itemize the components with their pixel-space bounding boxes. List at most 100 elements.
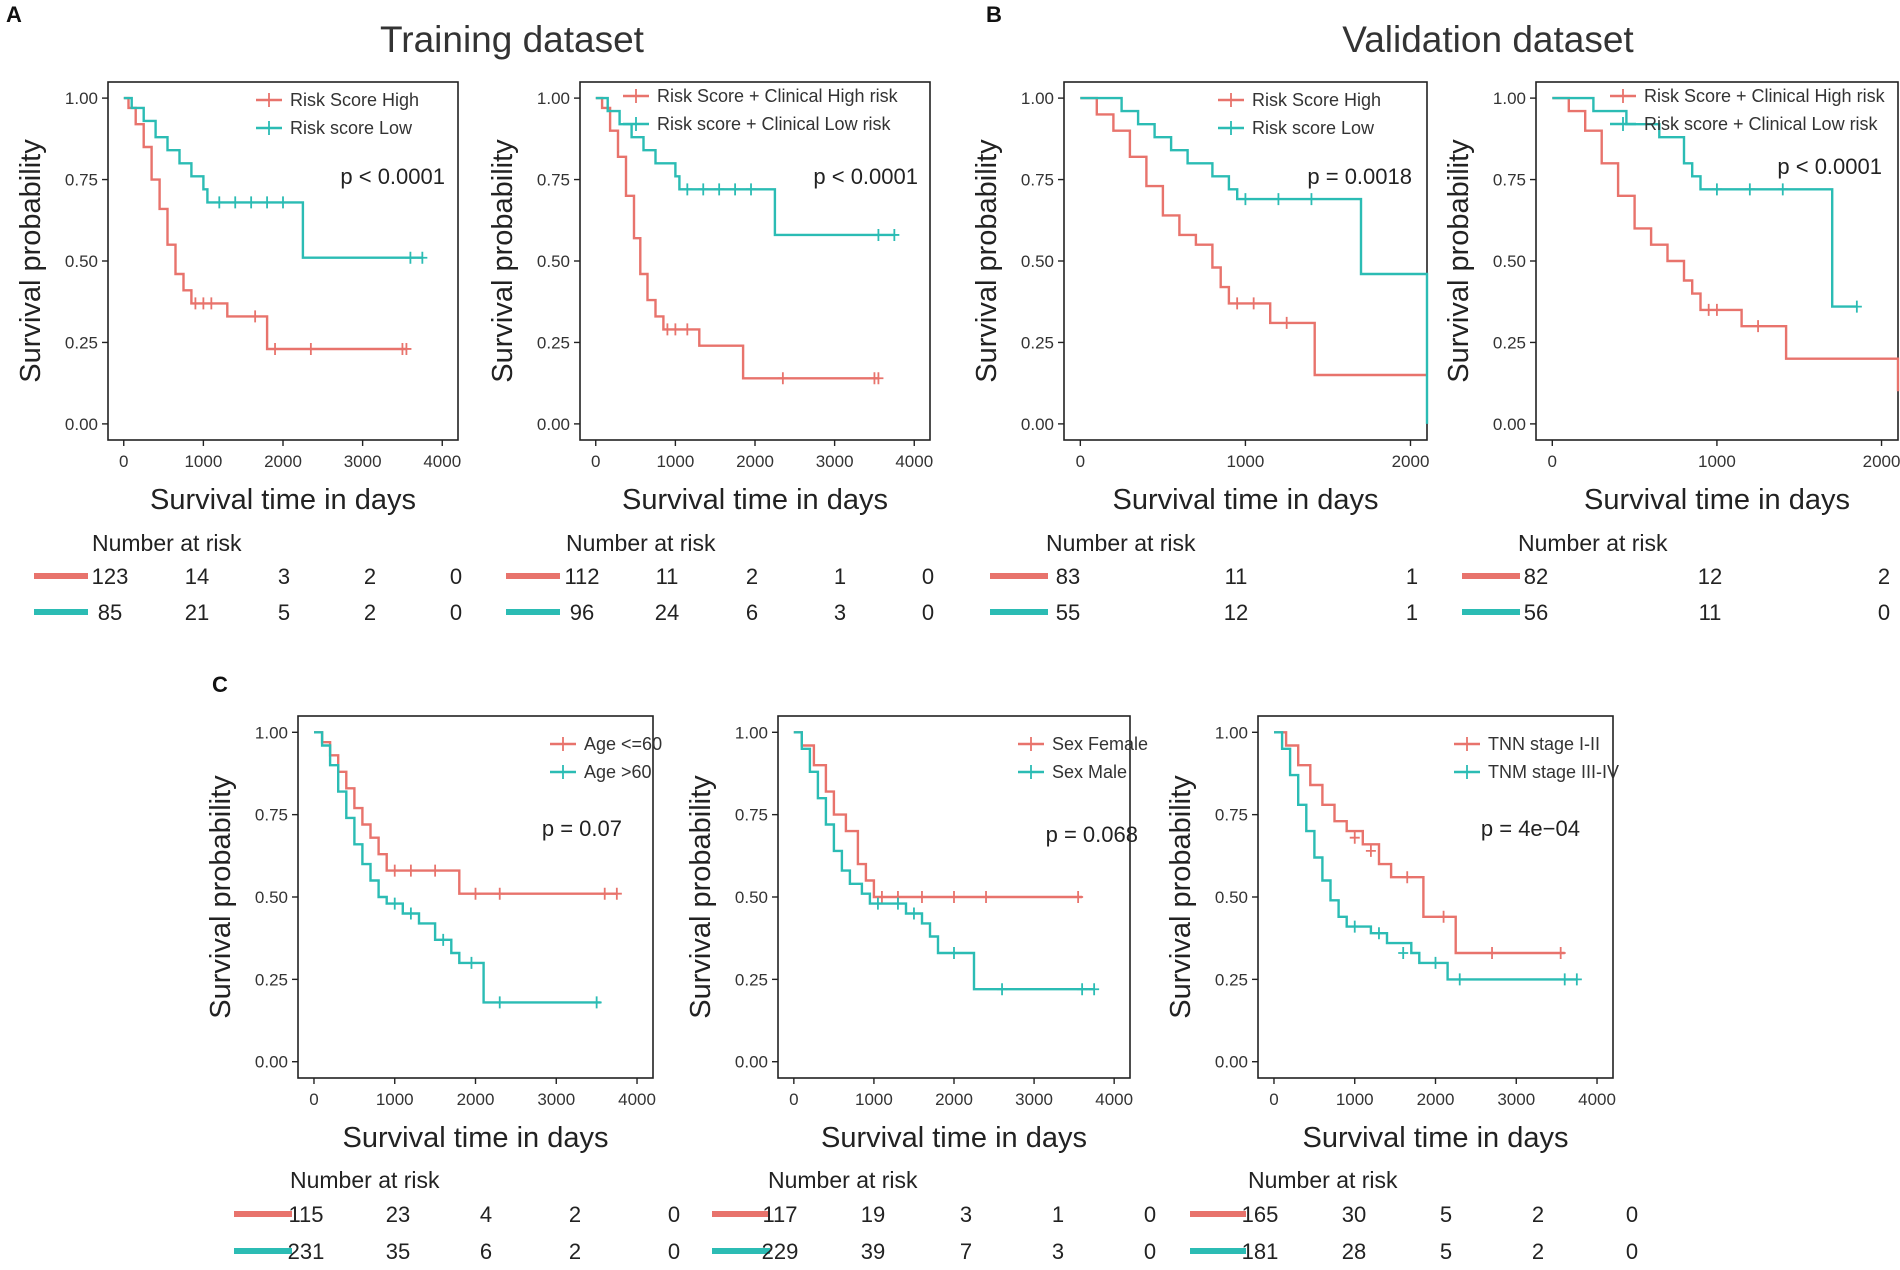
censor-mark (872, 897, 883, 910)
risk-count: 11 (656, 564, 679, 589)
censor-mark (430, 864, 441, 877)
censor-mark (417, 251, 428, 264)
censor-mark (916, 891, 927, 903)
censor-mark (876, 891, 887, 903)
y-tick-label: 1.00 (1021, 89, 1054, 108)
y-tick-label: 0.25 (255, 970, 288, 989)
risk-count: 30 (1342, 1202, 1366, 1227)
p-value: p = 4e−04 (1481, 816, 1580, 841)
survival-curve-low (595, 96, 895, 237)
x-tick-label: 3000 (537, 1090, 575, 1109)
censor-mark (1555, 947, 1566, 960)
y-axis-title: Survival probability (1443, 139, 1475, 383)
y-tick-label: 0.50 (735, 888, 768, 907)
legend-label: Risk score + Clinical Low risk (1644, 114, 1879, 134)
risk-count: 165 (1242, 1202, 1279, 1227)
x-tick-label: 4000 (618, 1090, 656, 1109)
y-tick-label: 0.75 (1021, 171, 1054, 190)
x-tick-label: 1000 (184, 452, 222, 471)
censor-mark (1398, 947, 1409, 960)
risk-count: 1 (1406, 564, 1418, 589)
x-tick-label: 3000 (1015, 1090, 1053, 1109)
risk-count: 23 (386, 1202, 410, 1227)
x-axis-title: Survival time in days (150, 484, 416, 516)
x-tick-label: 2000 (1392, 452, 1430, 471)
censor-mark (1240, 193, 1251, 206)
y-tick-label: 0.25 (1021, 333, 1054, 352)
x-tick-label: 3000 (816, 452, 854, 471)
legend-label: TNN stage I-II (1488, 734, 1600, 754)
km-panel-2: 0.00 0.25 0.50 0.75 1.00 0 1000 2000 3000 4000 Sur… (487, 81, 934, 625)
survival-curve-low (793, 731, 1095, 991)
km-panel-1: 0.00 0.25 0.50 0.75 1.00 0 1000 2000 3000 4000 Sur… (15, 81, 462, 625)
risk-count: 39 (861, 1239, 885, 1264)
censor-mark (908, 907, 919, 920)
censor-mark (305, 342, 316, 355)
risk-count: 3 (1052, 1239, 1064, 1264)
x-tick-label: 1000 (1336, 1090, 1374, 1109)
censor-mark (401, 342, 412, 355)
y-tick-label: 1.00 (255, 723, 288, 742)
p-value: p = 0.068 (1046, 822, 1138, 847)
survival-curve-low (1274, 731, 1577, 981)
censor-mark (1851, 300, 1862, 313)
risk-count: 5 (1440, 1202, 1452, 1227)
group-title-training: Training dataset (380, 19, 645, 60)
risk-table-title: Number at risk (290, 1167, 440, 1193)
censor-mark (1365, 844, 1376, 857)
legend-label: Risk score Low (290, 118, 413, 138)
p-value: p < 0.0001 (813, 164, 918, 189)
survival-curve-high (595, 96, 879, 380)
y-tick-label: 0.75 (1215, 806, 1248, 825)
risk-count: 0 (668, 1202, 680, 1227)
censor-mark (1273, 193, 1284, 206)
risk-count: 2 (1532, 1202, 1544, 1227)
survival-curve-high (1080, 96, 1427, 377)
legend-label: Risk Score High (290, 90, 419, 110)
y-tick-label: 0.25 (537, 333, 570, 352)
survival-curve-low (1080, 96, 1429, 424)
y-axis-title: Survival probability (487, 139, 519, 383)
y-tick-label: 1.00 (65, 89, 98, 108)
censor-mark (438, 933, 449, 946)
x-tick-label: 4000 (423, 452, 461, 471)
p-value: p = 0.0018 (1307, 164, 1412, 189)
x-tick-label: 0 (1269, 1090, 1278, 1109)
censor-mark (1711, 303, 1722, 316)
panel-label-b: B (986, 2, 1002, 27)
panel-label-c: C (212, 672, 228, 697)
censor-mark (670, 323, 681, 336)
x-tick-label: 2000 (935, 1090, 973, 1109)
survival-curve-low (1552, 96, 1857, 308)
y-tick-label: 0.00 (537, 415, 570, 434)
panel-label-a: A (6, 2, 22, 27)
censor-mark (611, 887, 622, 900)
censor-mark (389, 897, 400, 910)
censor-mark (466, 956, 477, 969)
risk-count: 0 (922, 564, 934, 589)
censor-mark (1073, 891, 1084, 903)
risk-count: 82 (1524, 564, 1548, 589)
legend-label: Risk Score + Clinical High risk (657, 86, 899, 106)
censor-mark (714, 183, 725, 196)
y-tick-label: 0.75 (255, 806, 288, 825)
risk-count: 0 (1878, 600, 1890, 625)
censor-mark (1089, 983, 1100, 996)
km-panel-5: 0.00 0.25 0.50 0.75 1.00 0 1000 2000 3000 4000 Sur… (205, 715, 680, 1264)
x-axis-title: Survival time in days (1584, 484, 1850, 516)
x-tick-label: 0 (119, 452, 128, 471)
x-tick-label: 2000 (264, 452, 302, 471)
y-tick-label: 0.75 (735, 806, 768, 825)
risk-count: 2 (746, 564, 758, 589)
plot-frame (1535, 81, 1899, 441)
risk-count: 55 (1056, 600, 1080, 625)
survival-curve-high (1552, 96, 1900, 392)
y-tick-label: 1.00 (735, 723, 768, 742)
risk-count: 6 (480, 1239, 492, 1264)
risk-count: 28 (1342, 1239, 1366, 1264)
censor-mark (949, 891, 959, 903)
x-axis-title: Survival time in days (1113, 484, 1379, 516)
censor-mark (270, 342, 281, 355)
censor-mark (1487, 947, 1498, 960)
